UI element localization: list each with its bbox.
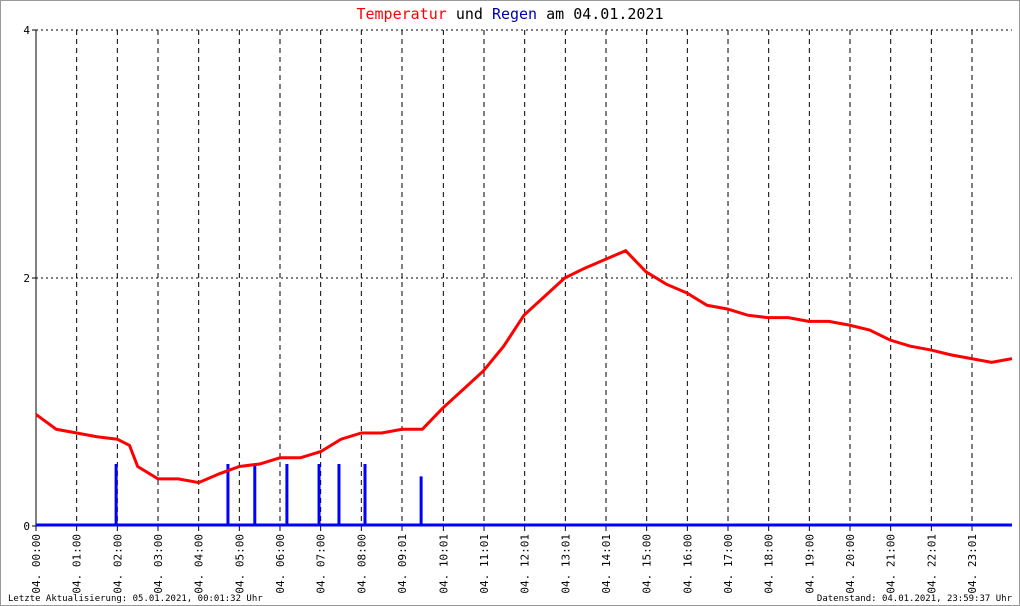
x-tick-label: 04. 08:00 <box>355 534 368 594</box>
rain-bar <box>363 464 367 526</box>
x-tick-label: 04. 06:00 <box>274 534 287 594</box>
rain-bar <box>285 464 289 526</box>
x-tick-label: 04. 07:00 <box>315 534 328 594</box>
title-temperature: Temperatur <box>356 5 446 23</box>
x-tick-label: 04. 22:01 <box>925 534 938 594</box>
x-tick-label: 04. 18:00 <box>763 534 776 594</box>
y-tick-label: 0 <box>23 520 30 533</box>
y-tick-label: 2 <box>23 272 30 285</box>
x-tick-label: 04. 03:00 <box>152 534 165 594</box>
x-tick-label: 04. 04:00 <box>193 534 206 594</box>
footer-left: Letzte Aktualisierung: 05.01.2021, 00:01… <box>8 594 263 604</box>
x-tick-label: 04. 21:00 <box>885 534 898 594</box>
x-tick-label: 04. 16:00 <box>681 534 694 594</box>
rain-bar <box>419 476 423 526</box>
rain-bar <box>226 464 230 526</box>
rain-bar <box>114 464 118 526</box>
x-tick-label: 04. 10:01 <box>437 534 450 594</box>
rain-bar <box>317 464 321 526</box>
temperature-line <box>35 248 1013 485</box>
x-tick-label: 04. 11:01 <box>478 534 491 594</box>
footer-right: Datenstand: 04.01.2021, 23:59:37 Uhr <box>817 594 1013 604</box>
x-tick-label: 04. 13:01 <box>559 534 572 594</box>
title-date: am 04.01.2021 <box>546 5 663 23</box>
rain-bar <box>253 464 257 526</box>
x-tick-label: 04. 23:01 <box>966 534 979 594</box>
x-tick-label: 04. 05:00 <box>233 534 246 594</box>
x-tick-label: 04. 14:01 <box>600 534 613 594</box>
title-connector: und <box>456 5 483 23</box>
title-rain: Regen <box>492 5 537 23</box>
x-tick-label: 04. 09:01 <box>396 534 409 594</box>
x-tick-label: 04. 15:00 <box>641 534 654 594</box>
x-tick-label: 04. 17:00 <box>722 534 735 594</box>
x-tick-label: 04. 02:00 <box>111 534 124 594</box>
x-tick-label: 04. 12:01 <box>519 534 532 594</box>
chart-title: Temperatur und Regen am 04.01.2021 <box>356 5 663 23</box>
x-tick-label: 04. 20:00 <box>844 534 857 594</box>
x-tick-label: 04. 00:00 <box>30 534 43 594</box>
y-tick-label: 4 <box>23 24 30 37</box>
rain-bar <box>337 464 341 526</box>
x-tick-label: 04. 19:00 <box>803 534 816 594</box>
x-tick-label: 04. 01:00 <box>71 534 84 594</box>
